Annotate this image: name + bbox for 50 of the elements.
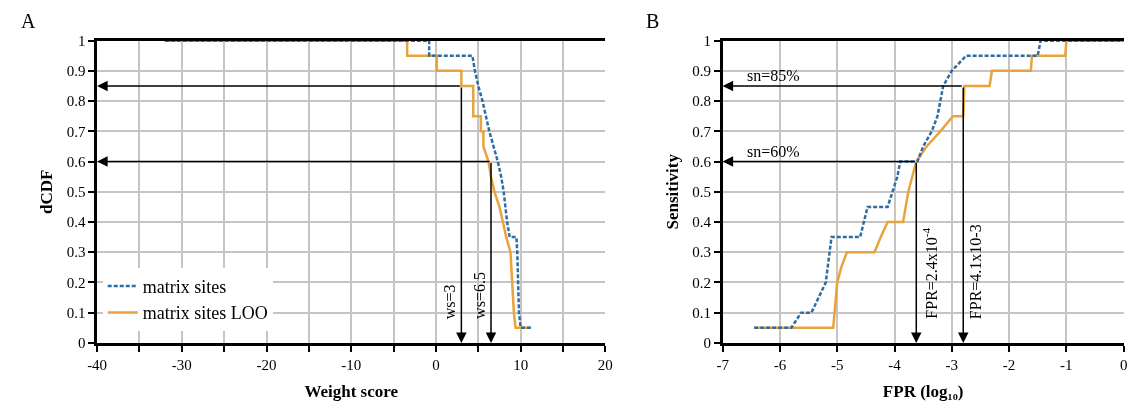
y-tick-label: 0.8: [66, 93, 86, 110]
x-tick-label: 0: [432, 356, 440, 373]
y-tick-label: 0.3: [66, 244, 86, 261]
x-tick-label: -10: [341, 356, 362, 373]
y-tick-label: 0.4: [66, 214, 86, 231]
ref-line-label: sn=85%: [747, 67, 800, 84]
ref-line-label: FPR=4.1x10-3: [967, 224, 985, 320]
y-tick-label: 0.6: [692, 153, 712, 170]
x-tick-label: -20: [256, 356, 277, 373]
x-tick-label: 10: [513, 356, 529, 373]
y-tick-label: 0.9: [66, 63, 86, 80]
legend-label: matrix sites: [142, 277, 227, 298]
x-axis-title: Weight score: [304, 382, 399, 402]
y-tick-label: 1: [703, 32, 711, 49]
y-tick-label: 0.2: [66, 274, 86, 291]
x-axis-title: FPR (log₁₀): [882, 382, 964, 402]
y-tick-label: 0.6: [66, 153, 86, 170]
y-axis-title: dCDF: [37, 169, 57, 214]
y-tick-label: 0.7: [66, 123, 86, 140]
ref-line-label: ws=6.5: [471, 272, 489, 319]
legend-label: matrix sites LOO: [142, 303, 268, 324]
chart-title: B: [646, 10, 660, 32]
x-tick-label: -1: [1060, 356, 1073, 373]
x-tick-label: -30: [171, 356, 192, 373]
ref-line-label: sn=60%: [747, 143, 800, 160]
x-tick-label: -4: [888, 356, 902, 373]
y-tick-label: 1: [77, 32, 86, 49]
y-tick-label: 0.4: [692, 214, 712, 231]
y-tick-label: 0.9: [692, 63, 711, 80]
y-axis-title: Sensitivity: [662, 153, 682, 230]
y-tick-label: 0.7: [692, 123, 712, 140]
y-tick-label: 0.1: [692, 304, 711, 321]
y-tick-label: 0.8: [692, 93, 711, 110]
x-tick-label: -3: [945, 356, 959, 373]
x-tick-label: -6: [773, 356, 787, 373]
y-tick-label: 0.5: [66, 184, 86, 201]
x-tick-label: -40: [87, 356, 108, 373]
chart-title: A: [21, 10, 36, 32]
y-tick-label: 0.1: [66, 304, 86, 321]
y-tick-label: 0: [77, 335, 86, 352]
y-tick-label: 0: [703, 335, 711, 352]
ref-line-label: ws=3: [441, 284, 459, 320]
y-tick-label: 0.2: [692, 274, 711, 291]
x-tick-label: 0: [1119, 356, 1128, 373]
x-tick-label: -5: [830, 356, 844, 373]
y-tick-label: 0.3: [692, 244, 711, 261]
x-tick-label: -7: [716, 356, 730, 373]
x-tick-label: -2: [1002, 356, 1016, 373]
y-tick-label: 0.5: [692, 184, 711, 201]
x-tick-label: 20: [597, 356, 613, 373]
